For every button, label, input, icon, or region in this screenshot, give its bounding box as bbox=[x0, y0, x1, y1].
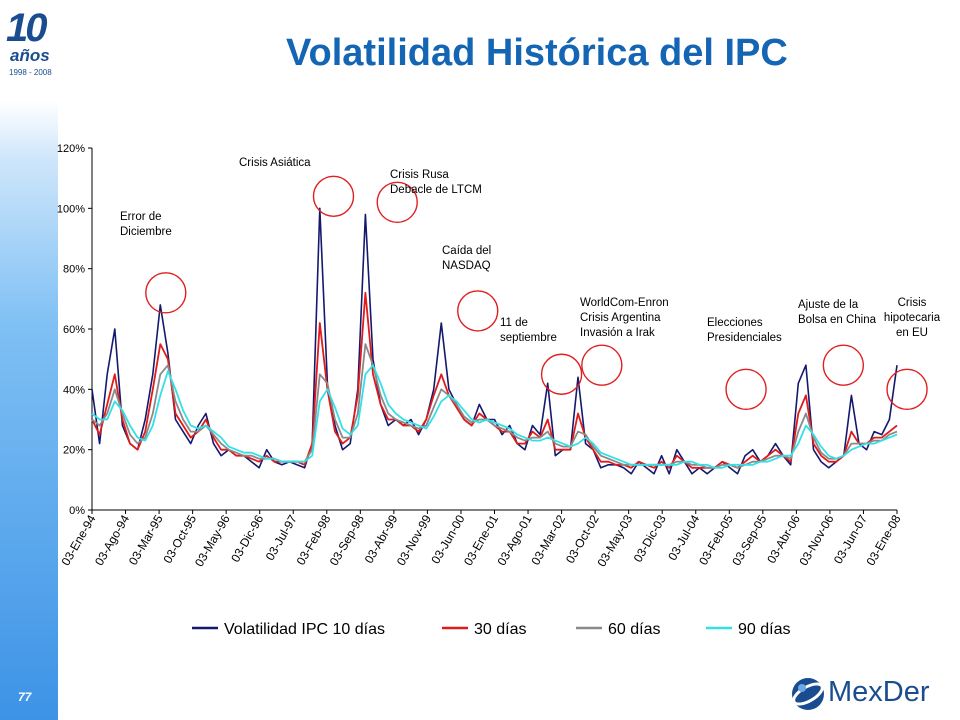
annotation-label: septiembre bbox=[500, 332, 557, 344]
x-tick-label: 03-Dic-03 bbox=[631, 512, 669, 564]
annotation-label: Invasión a Irak bbox=[580, 327, 655, 339]
annotation-circle bbox=[822, 344, 865, 386]
annotation-label: Presidenciales bbox=[707, 332, 782, 344]
anniversary-logo: 10 años 1998 - 2008 bbox=[4, 6, 58, 86]
y-tick-label: 60% bbox=[63, 324, 85, 336]
y-tick-label: 20% bbox=[63, 445, 85, 457]
annotation-label: Crisis bbox=[898, 297, 927, 309]
annotation-circle bbox=[886, 368, 928, 411]
mexder-brand: MexDer bbox=[828, 676, 930, 708]
page-number: 77 bbox=[18, 690, 32, 704]
sidebar-gradient bbox=[0, 0, 58, 720]
legend-label-series_60: 60 días bbox=[608, 621, 660, 638]
annotation-label: Crisis Asiática bbox=[239, 157, 311, 169]
y-tick-label: 0% bbox=[69, 505, 85, 517]
y-tick-label: 100% bbox=[57, 203, 85, 215]
mexder-logo: MexDer bbox=[788, 672, 938, 716]
annotation-circle bbox=[145, 272, 187, 314]
annotation-label: Crisis Argentina bbox=[580, 312, 661, 324]
legend-label-series_30: 30 días bbox=[474, 621, 526, 638]
annotation-circle bbox=[581, 344, 623, 386]
x-tick-label: 03-Dic-96 bbox=[228, 512, 266, 564]
annotation-circle bbox=[540, 353, 583, 395]
y-tick-label: 80% bbox=[63, 264, 85, 276]
y-tick-label: 120% bbox=[57, 143, 85, 155]
annotation-label: WorldCom-Enron bbox=[580, 297, 669, 309]
annotation-label: Crisis Rusa bbox=[390, 169, 449, 181]
anniversary-years: 1998 - 2008 bbox=[9, 68, 52, 77]
anniversary-word: años bbox=[10, 46, 50, 65]
annotation-label: Error de bbox=[120, 211, 162, 223]
annotation-label: Caída del bbox=[442, 245, 491, 257]
annotation-label: Diciembre bbox=[120, 226, 172, 238]
annotation-label: en EU bbox=[896, 327, 928, 339]
annotation-label: Ajuste de la bbox=[798, 299, 859, 311]
annotation-circle bbox=[457, 290, 499, 332]
x-tick-label: 03-Jul-97 bbox=[263, 512, 300, 563]
annotation-circle bbox=[376, 181, 418, 224]
annotation-label: NASDAQ bbox=[442, 260, 491, 272]
annotation-label: hipotecaria bbox=[884, 312, 941, 324]
annotation-label: Bolsa en China bbox=[798, 314, 877, 326]
legend-label-series_10: Volatilidad IPC 10 días bbox=[224, 621, 385, 638]
annotation-circle bbox=[725, 368, 767, 411]
volatility-chart: 0%20%40%60%80%100%120%03-Ene-9403-Ago-94… bbox=[57, 143, 941, 638]
annotation-label: Debacle de LTCM bbox=[390, 184, 482, 196]
page-title: Volatilidad Histórica del IPC bbox=[286, 32, 788, 74]
series-line-series_60 bbox=[91, 343, 898, 469]
annotation-label: Elecciones bbox=[707, 317, 763, 329]
anniversary-number: 10 bbox=[6, 6, 47, 50]
annotation-label: 11 de bbox=[500, 317, 528, 329]
x-tick-label: 03-Sep-98 bbox=[327, 512, 367, 568]
series-line-series_90 bbox=[91, 364, 898, 469]
x-tick-label: 03-Sep-05 bbox=[729, 512, 769, 568]
mexder-globe-icon bbox=[792, 678, 824, 710]
x-tick-label: 03-Ene-08 bbox=[863, 512, 903, 568]
y-tick-label: 40% bbox=[63, 384, 85, 396]
legend-label-series_90: 90 días bbox=[738, 621, 790, 638]
annotation-circle bbox=[312, 175, 355, 217]
x-tick-label: 03-Jul-04 bbox=[665, 512, 702, 563]
